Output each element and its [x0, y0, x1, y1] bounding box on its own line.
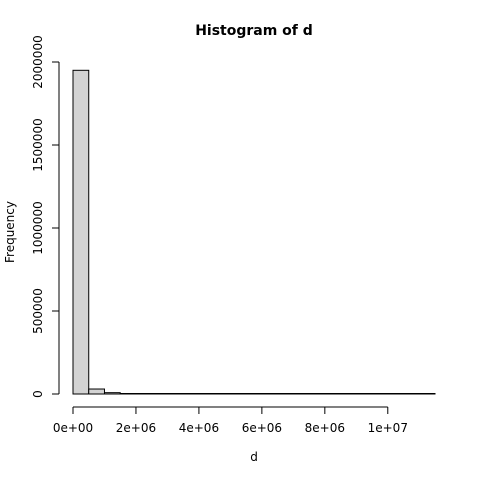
histogram-bar-4 [135, 393, 153, 395]
y-axis: 0 500000 1000000 1500000 2000000 [31, 35, 60, 398]
histogram-bar-9 [214, 393, 231, 395]
histogram-bar-13 [277, 393, 294, 395]
y-tick-label-2: 1000000 [31, 201, 45, 254]
y-axis-label: Frequency [3, 201, 17, 263]
histogram-bar-0 [72, 69, 90, 395]
x-tick-label-1: 2e+06 [116, 421, 156, 435]
chart-title: Histogram of d [195, 23, 313, 39]
x-tick-label-3: 6e+06 [242, 421, 282, 435]
y-tick-label-3: 1500000 [31, 118, 45, 171]
histogram-bar-17 [340, 393, 357, 395]
histogram-bar-7 [182, 393, 200, 395]
x-tick-label-2: 4e+06 [179, 421, 219, 435]
histogram-bar-21 [403, 393, 420, 395]
y-tick-label-1: 500000 [31, 288, 45, 334]
histogram-bar-14 [292, 393, 310, 395]
x-axis: 0e+00 2e+06 4e+06 6e+06 8e+06 1e+07 [53, 406, 408, 435]
histogram-bar-11 [245, 393, 263, 395]
histogram-bar-8 [198, 393, 216, 395]
x-tick-label-0: 0e+00 [53, 421, 93, 435]
histogram-bar-1 [88, 388, 105, 395]
y-tick-label-0: 0 [31, 390, 45, 398]
histogram-bar-22 [418, 393, 436, 395]
histogram-bar-6 [166, 393, 184, 395]
histogram-bar-19 [371, 393, 389, 395]
histogram-bar-16 [324, 393, 342, 395]
histogram-bar-12 [261, 393, 279, 395]
y-tick-label-4: 2000000 [31, 35, 45, 88]
x-tick-label-4: 8e+06 [305, 421, 345, 435]
x-tick-label-5: 1e+07 [368, 421, 408, 435]
histogram-bar-20 [387, 393, 405, 395]
histogram-bars [72, 69, 436, 395]
histogram-bar-15 [308, 393, 326, 395]
histogram-bar-10 [229, 393, 247, 395]
histogram-bar-3 [119, 393, 137, 395]
x-axis-label: d [250, 450, 258, 464]
histogram-bar-5 [151, 393, 168, 395]
histogram-bar-2 [103, 392, 121, 395]
histogram-bar-18 [355, 393, 373, 395]
